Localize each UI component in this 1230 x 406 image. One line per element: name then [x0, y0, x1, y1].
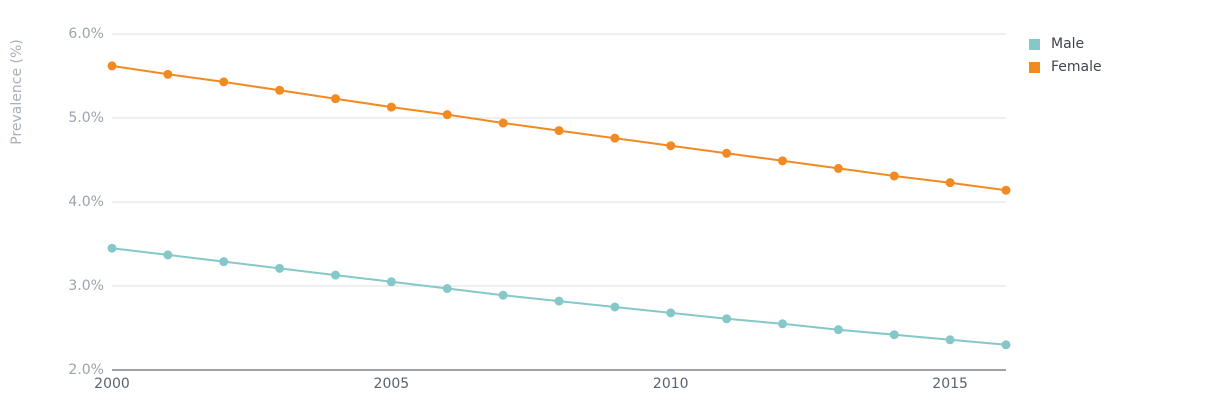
y-axis-title: Prevalence (%) — [9, 39, 25, 145]
series-layer — [107, 61, 1011, 350]
data-point-male[interactable] — [945, 335, 955, 345]
series-male — [107, 243, 1011, 350]
data-point-female[interactable] — [610, 133, 620, 143]
data-point-female[interactable] — [554, 126, 564, 136]
legend-swatch — [1029, 39, 1040, 50]
data-point-female[interactable] — [778, 156, 787, 166]
data-point-male[interactable] — [331, 270, 340, 280]
data-point-female[interactable] — [107, 61, 117, 71]
data-point-female[interactable] — [275, 85, 285, 95]
y-tick-label: 3.0% — [68, 278, 104, 294]
y-tick-label: 2.0% — [68, 362, 104, 378]
data-point-male[interactable] — [889, 330, 899, 340]
data-point-male[interactable] — [219, 257, 229, 267]
y-axis-ticks: 2.0% 3.0% 4.0% 5.0% 6.0% — [68, 26, 104, 378]
y-tick-label: 4.0% — [68, 194, 104, 210]
legend-label: Male — [1051, 36, 1084, 52]
data-point-male[interactable] — [498, 290, 508, 300]
data-point-male[interactable] — [666, 308, 676, 318]
series-female — [107, 61, 1011, 195]
data-point-female[interactable] — [666, 141, 676, 151]
data-point-male[interactable] — [722, 314, 732, 324]
data-point-male[interactable] — [1001, 340, 1011, 350]
data-point-female[interactable] — [722, 148, 732, 158]
data-point-male[interactable] — [163, 250, 173, 260]
x-tick-label: 2005 — [374, 376, 410, 392]
series-line-male — [111, 247, 1007, 346]
grid-lines — [112, 33, 1006, 371]
legend-item-male[interactable]: Male — [1029, 36, 1084, 52]
x-tick-label: 2000 — [94, 376, 130, 392]
data-point-male[interactable] — [275, 263, 285, 273]
data-point-male[interactable] — [442, 284, 452, 294]
x-tick-label: 2015 — [932, 376, 968, 392]
data-point-female[interactable] — [386, 102, 396, 112]
legend-item-female[interactable]: Female — [1029, 59, 1102, 75]
y-tick-label: 5.0% — [68, 110, 104, 126]
legend: Male Female — [1029, 36, 1102, 75]
data-point-female[interactable] — [498, 118, 508, 128]
data-point-female[interactable] — [833, 163, 843, 173]
x-axis-ticks: 2000 2005 2010 2015 — [94, 376, 968, 392]
data-point-male[interactable] — [107, 243, 117, 253]
data-point-male[interactable] — [554, 296, 564, 306]
data-point-female[interactable] — [442, 110, 452, 120]
data-point-male[interactable] — [778, 319, 787, 329]
legend-label: Female — [1051, 59, 1102, 75]
data-point-female[interactable] — [331, 94, 340, 104]
y-tick-label: 6.0% — [68, 26, 104, 42]
data-point-female[interactable] — [889, 171, 899, 181]
data-point-female[interactable] — [163, 69, 173, 79]
x-tick-label: 2010 — [653, 376, 689, 392]
data-point-female[interactable] — [945, 178, 955, 188]
data-point-female[interactable] — [219, 77, 229, 87]
data-point-male[interactable] — [833, 325, 843, 335]
legend-swatch — [1029, 62, 1040, 73]
data-point-male[interactable] — [386, 277, 396, 287]
data-point-female[interactable] — [1001, 185, 1011, 195]
data-point-male[interactable] — [610, 302, 620, 312]
